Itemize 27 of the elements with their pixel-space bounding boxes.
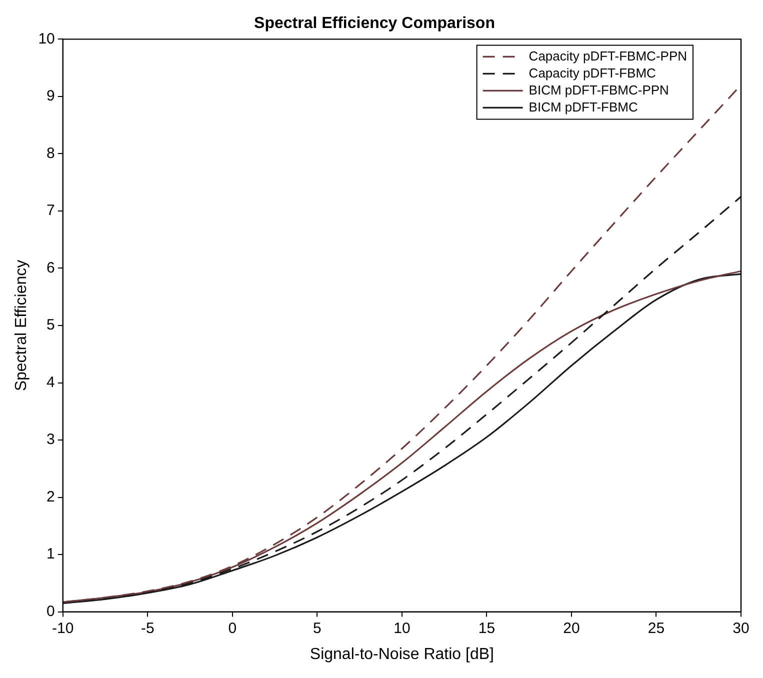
- y-tick-label: 1: [46, 546, 55, 563]
- legend-label: Capacity pDFT-FBMC: [528, 65, 656, 80]
- y-tick-label: 3: [46, 431, 55, 448]
- y-tick-label: 9: [46, 88, 55, 105]
- legend-label: BICM pDFT-FBMC: [528, 99, 638, 114]
- x-tick-label: -5: [140, 620, 154, 637]
- x-tick-label: 10: [394, 620, 410, 637]
- legend-label: Capacity pDFT-FBMC-PPN: [528, 48, 688, 64]
- x-tick-label: -10: [52, 620, 74, 637]
- y-tick-label: 6: [46, 259, 55, 276]
- x-tick-label: 20: [563, 620, 580, 637]
- x-tick-label: 0: [228, 620, 237, 637]
- legend-label: BICM pDFT-FBMC-PPN: [528, 82, 669, 98]
- x-tick-label: 15: [478, 620, 496, 637]
- y-tick-label: 5: [46, 316, 55, 334]
- x-tick-label: 30: [732, 620, 750, 637]
- y-axis-title: Spectral Efficiency: [13, 260, 30, 392]
- y-tick-label: 0: [46, 602, 55, 620]
- y-tick-label: 7: [46, 202, 55, 220]
- x-axis-title: Signal-to-Noise Ratio [dB]: [310, 646, 494, 663]
- x-tick-label: 25: [648, 620, 665, 637]
- y-tick-label: 10: [38, 30, 55, 48]
- y-tick-label: 2: [46, 488, 55, 506]
- chart-title: Spectral Efficiency Comparison: [254, 15, 495, 32]
- y-tick-label: 8: [46, 144, 55, 162]
- y-tick-label: 4: [46, 374, 55, 391]
- x-tick-label: 5: [313, 620, 322, 637]
